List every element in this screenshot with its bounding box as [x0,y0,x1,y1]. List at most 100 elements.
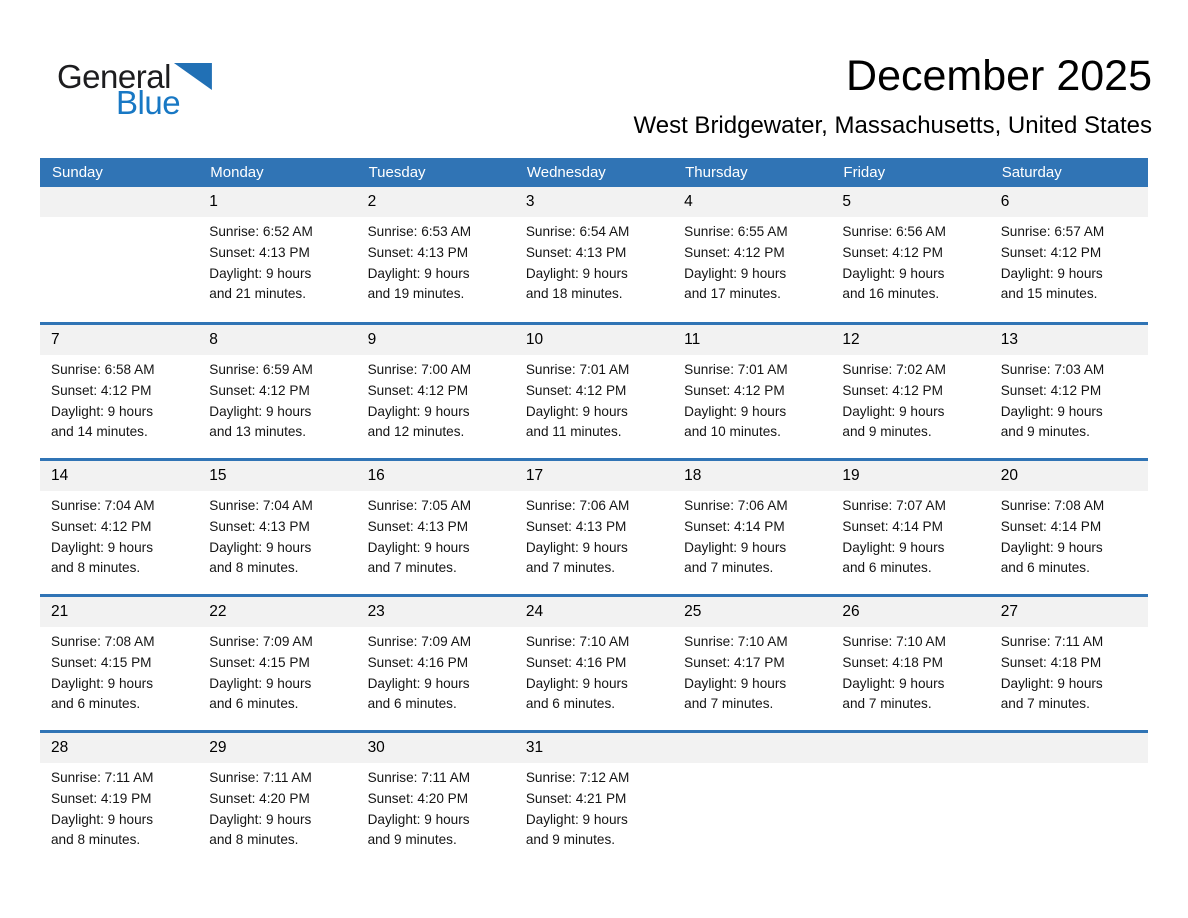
daylight-line: Daylight: 9 hours [525,403,628,419]
day-number: 3 [525,193,535,210]
sunrise-line: Sunrise: 7:06 AM [525,498,630,513]
sunrise-line: Sunrise: 7:04 AM [51,498,155,513]
day-cell: Sunrise: 7:11 AM Sunset: 4:20 PM Daylight:… [357,763,515,851]
day-number: 18 [684,467,702,484]
day-number: 31 [525,739,544,756]
sunrise-line: Sunrise: 6:54 AM [525,224,630,239]
logo-word-general: General [57,58,171,95]
daylight-line: Daylight: 9 hours [367,811,470,827]
day-number: 6 [1000,193,1010,210]
weekday-header-row: Sunday Monday Tuesday Wednesday Thursday Frid… [40,158,1148,187]
sunset-line: Sunset: 4:20 PM [209,790,310,806]
day-cell: Sunrise: 6:56 AM Sunset: 4:12 PM Daylight:… [831,217,989,305]
sunset-line: Sunset: 4:14 PM [1000,518,1102,534]
week-details-row: Sunrise: 7:11 AM Sunset: 4:19 PM Daylight:… [40,763,1148,851]
daylight-line: Daylight: 9 hours [684,539,787,555]
day-cell: Sunrise: 7:10 AM Sunset: 4:16 PM Daylight:… [515,627,673,715]
sunset-line: Sunset: 4:12 PM [842,382,943,398]
day-cell: Sunrise: 7:05 AM Sunset: 4:13 PM Daylight:… [357,491,515,579]
daylight-line: Daylight: 9 hours [525,539,628,555]
sunrise-line: Sunrise: 7:02 AM [842,362,946,377]
daylight-line-2: and 13 minutes. [209,424,307,440]
daylight-line: Daylight: 9 hours [51,403,154,419]
day-number: 26 [842,603,860,620]
daylight-line-2: and 7 minutes. [1000,696,1090,712]
day-number: 17 [525,467,544,484]
sunset-line: Sunset: 4:16 PM [525,654,627,670]
day-number: 10 [525,331,544,348]
daylight-line-2: and 7 minutes. [367,560,457,576]
sunset-line: Sunset: 4:14 PM [842,518,943,534]
sunrise-line: Sunrise: 6:53 AM [367,224,472,239]
daylight-line-2: and 9 minutes. [525,832,616,848]
daylight-line-2: and 7 minutes. [525,560,616,576]
day-number: 29 [209,739,227,756]
day-cell: Sunrise: 7:00 AM Sunset: 4:12 PM Daylight:… [357,355,515,443]
daylight-line-2: and 8 minutes. [209,832,299,848]
day-number: 19 [842,467,860,484]
day-number: 4 [684,193,693,210]
daylight-line-2: and 6 minutes. [525,696,616,712]
sunset-line: Sunset: 4:14 PM [684,518,785,534]
day-cell: Sunrise: 7:11 AM Sunset: 4:19 PM Daylight:… [40,763,198,851]
daylight-line-2: and 6 minutes. [51,696,141,712]
sunset-line: Sunset: 4:12 PM [209,382,310,398]
daylight-line-2: and 9 minutes. [367,832,457,848]
sunrise-line: Sunrise: 6:57 AM [1000,224,1105,239]
daylight-line: Daylight: 9 hours [842,675,945,691]
daylight-line-2: and 8 minutes. [209,560,299,576]
day-number: 25 [684,603,702,620]
week-details-row: Sunrise: 7:04 AM Sunset: 4:12 PM Daylight:… [40,491,1148,579]
daylight-line: Daylight: 9 hours [209,675,312,691]
sunset-line: Sunset: 4:12 PM [1000,244,1102,260]
daylight-line: Daylight: 9 hours [1000,675,1103,691]
day-cell: Sunrise: 7:03 AM Sunset: 4:12 PM Daylight:… [990,355,1148,443]
day-number: 5 [842,193,852,210]
day-cell: Sunrise: 7:11 AM Sunset: 4:18 PM Daylight:… [990,627,1148,715]
day-number: 30 [367,739,385,756]
sunset-line: Sunset: 4:15 PM [209,654,310,670]
general-blue-logo: General Blue [57,60,212,119]
day-number: 27 [1000,603,1018,620]
day-cell: Sunrise: 7:01 AM Sunset: 4:12 PM Daylight:… [673,355,831,443]
week-row: 21 22 23 24 25 26 27 Sunrise: 7:08 AM Sunset: 4:… [40,594,1148,730]
day-number: 11 [684,331,701,348]
sunset-line: Sunset: 4:21 PM [525,790,627,806]
empty-day-cell [990,763,1148,851]
day-cell: Sunrise: 6:55 AM Sunset: 4:12 PM Daylight:… [673,217,831,305]
weekday-header-cell: Saturday [1001,164,1062,181]
sunrise-line: Sunrise: 7:08 AM [51,634,155,649]
day-number-band: 14 15 16 17 18 19 20 [40,461,1148,491]
daylight-line: Daylight: 9 hours [525,675,628,691]
daylight-line: Daylight: 9 hours [842,539,945,555]
daylight-line-2: and 8 minutes. [51,560,141,576]
day-cell: Sunrise: 7:12 AM Sunset: 4:21 PM Daylight:… [515,763,673,851]
sunrise-line: Sunrise: 7:11 AM [209,770,312,785]
sunset-line: Sunset: 4:12 PM [684,244,785,260]
title-block: December 2025 West Bridgewater, Massachu… [634,52,1152,140]
daylight-line: Daylight: 9 hours [51,811,154,827]
sunset-line: Sunset: 4:12 PM [1000,382,1102,398]
day-cell: Sunrise: 7:10 AM Sunset: 4:18 PM Daylight:… [831,627,989,715]
sunrise-line: Sunrise: 7:08 AM [1000,498,1105,513]
sunrise-line: Sunrise: 7:09 AM [367,634,472,649]
sunset-line: Sunset: 4:13 PM [209,518,310,534]
daylight-line: Daylight: 9 hours [1000,265,1103,281]
week-row: 28 29 30 31 Sunrise: 7:11 AM Sunset: 4:19 PM D… [40,730,1148,866]
sunset-line: Sunset: 4:13 PM [525,244,627,260]
daylight-line-2: and 10 minutes. [684,424,781,440]
daylight-line: Daylight: 9 hours [367,403,470,419]
sunset-line: Sunset: 4:18 PM [1000,654,1102,670]
daylight-line: Daylight: 9 hours [209,265,312,281]
daylight-line: Daylight: 9 hours [842,403,945,419]
day-number: 8 [209,331,218,348]
daylight-line: Daylight: 9 hours [684,265,787,281]
daylight-line-2: and 9 minutes. [1000,424,1090,440]
sunset-line: Sunset: 4:13 PM [525,518,627,534]
daylight-line-2: and 6 minutes. [1000,560,1090,576]
day-cell: Sunrise: 6:53 AM Sunset: 4:13 PM Daylight:… [357,217,515,305]
day-cell: Sunrise: 7:01 AM Sunset: 4:12 PM Daylight:… [515,355,673,443]
empty-day-cell [673,763,831,851]
day-cell: Sunrise: 6:52 AM Sunset: 4:13 PM Daylight:… [198,217,356,305]
weekday-header-cell: Wednesday [526,164,606,181]
